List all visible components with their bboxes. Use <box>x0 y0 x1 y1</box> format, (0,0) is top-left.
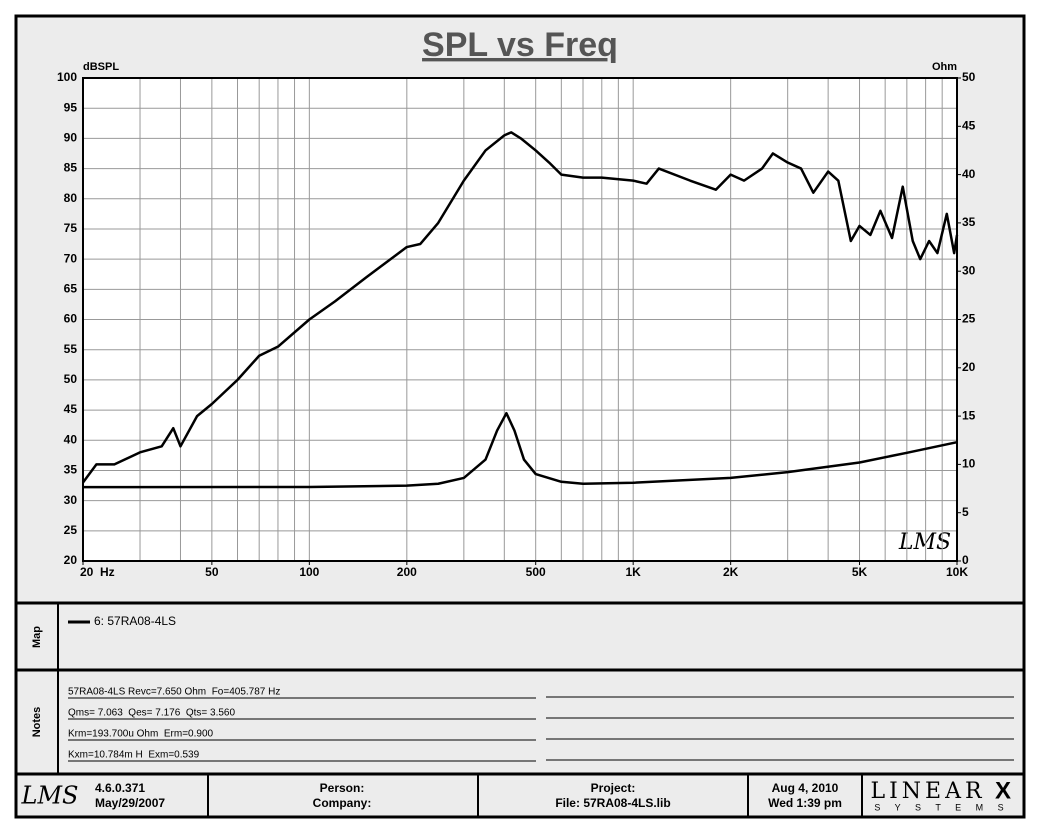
watermark: LMS <box>898 530 951 555</box>
y-tick-label: 45 <box>64 402 78 416</box>
y-tick-label: 70 <box>64 251 78 265</box>
x-tick-label: 100 <box>299 565 319 579</box>
brand: LINEAR <box>870 779 985 804</box>
notes-right-lines <box>546 696 1014 761</box>
y-tick-label: 20 <box>64 553 78 567</box>
note: 57RA08-4LS Revc=7.650 Ohm Fo=405.787 Hz <box>68 687 280 698</box>
y-tick-label: 35 <box>64 463 78 477</box>
chart-title: SPL vs Freq <box>422 26 618 64</box>
y-tick-label: 65 <box>64 281 78 295</box>
y-tick-label: 25 <box>64 523 78 537</box>
x-tick-label: 5K <box>852 565 868 579</box>
notes-label: Notes <box>31 707 43 738</box>
brand-sub: S Y S T E M S <box>874 802 1009 812</box>
y2-tick-label: 30 <box>962 263 976 277</box>
y2-tick-label: 0 <box>962 553 969 567</box>
footer-logo: LMS <box>21 782 79 810</box>
x-tick-label: 50 <box>205 565 219 579</box>
y2-tick-label: 10 <box>962 457 976 471</box>
y2-tick-label: 35 <box>962 215 976 229</box>
brand-x: X <box>995 777 1011 804</box>
note: Krm=193.700u Ohm Erm=0.900 <box>68 729 214 740</box>
y2-tick-label: 15 <box>962 408 976 422</box>
x-tick-label: 1K <box>626 565 642 579</box>
x-tick-label: 20 Hz <box>80 565 115 579</box>
version-date: May/29/2007 <box>95 796 165 810</box>
company: Company: <box>313 796 372 810</box>
y-axis-label: dBSPL <box>83 61 119 73</box>
data-line <box>82 411 958 489</box>
plot-border <box>82 77 958 562</box>
y2-tick-label: 50 <box>962 70 976 84</box>
x-tick-label: 2K <box>723 565 739 579</box>
y-tick-label: 90 <box>64 131 78 145</box>
legend-label: 6: 57RA08-4LS <box>94 614 176 628</box>
y-tick-label: 100 <box>57 70 77 84</box>
file: File: 57RA08-4LS.lib <box>555 796 670 810</box>
note: Qms= 7.063 Qes= 7.176 Qts= 3.560 <box>68 708 235 719</box>
y-tick-label: 60 <box>64 312 78 326</box>
project: Project: <box>591 781 636 795</box>
person: Person: <box>320 781 365 795</box>
y2-tick-label: 45 <box>962 118 976 132</box>
x-tick-label: 500 <box>526 565 546 579</box>
y-tick-label: 75 <box>64 221 78 235</box>
x-tick-label: 10K <box>946 565 968 579</box>
y2-tick-label: 40 <box>962 167 976 181</box>
version: 4.6.0.371 <box>95 781 145 795</box>
y-tick-label: 55 <box>64 342 78 356</box>
y2-tick-label: 20 <box>962 360 976 374</box>
data-line <box>81 131 959 484</box>
y-tick-label: 40 <box>64 432 78 446</box>
time: Wed 1:39 pm <box>768 796 842 810</box>
y-tick-label: 85 <box>64 161 78 175</box>
x-tick-label: 200 <box>397 565 417 579</box>
y-tick-label: 95 <box>64 100 78 114</box>
map-label: Map <box>31 626 43 648</box>
y-tick-label: 30 <box>64 493 78 507</box>
y2-tick-label: 25 <box>962 312 976 326</box>
y-tick-label: 50 <box>64 372 78 386</box>
date: Aug 4, 2010 <box>772 781 839 795</box>
footer-dividers <box>207 774 863 817</box>
y2-axis-label: Ohm <box>932 61 957 73</box>
y2-tick-label: 5 <box>962 505 969 519</box>
y-tick-label: 80 <box>64 191 78 205</box>
note: Kxm=10.784m H Exm=0.539 <box>68 750 200 761</box>
